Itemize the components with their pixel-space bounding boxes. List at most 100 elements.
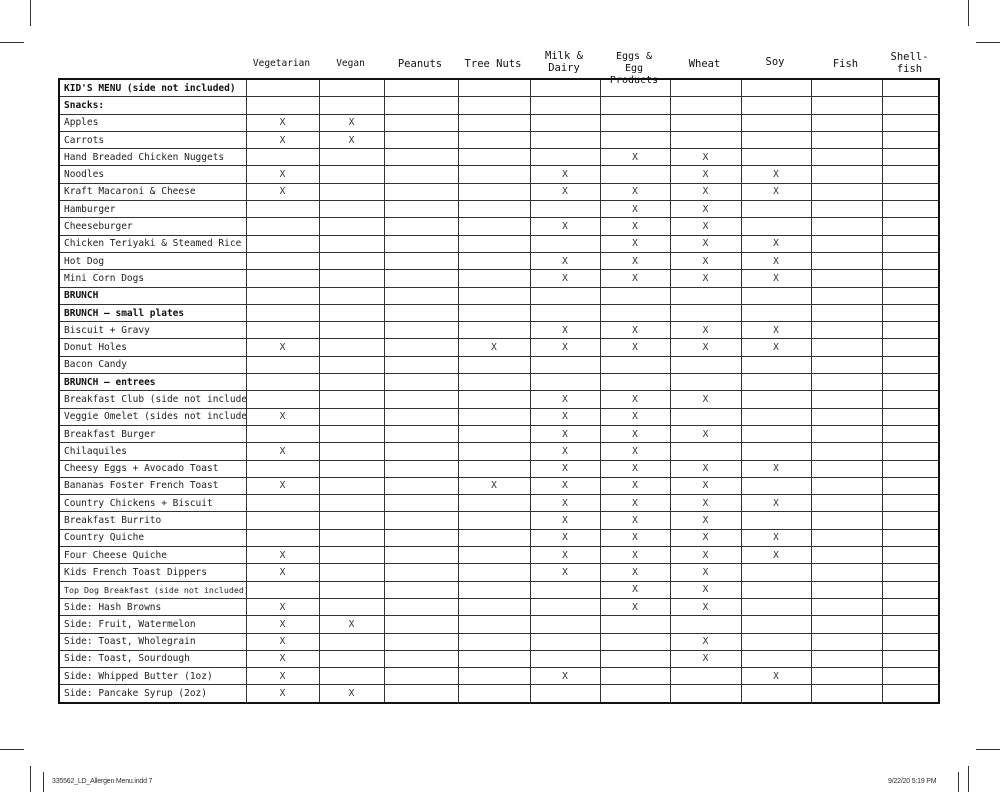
table-row: Side: Hash Browns X X X — [58, 597, 940, 617]
allergen-mark-cell — [529, 580, 601, 599]
allergen-mark-cell — [810, 563, 883, 582]
allergen-mark-cell: X — [740, 251, 812, 271]
table-row: Chilaquiles X X X — [58, 442, 940, 461]
menu-item-name: Biscuit + Gravy — [58, 321, 247, 340]
allergen-mark-cell — [245, 390, 320, 409]
allergen-mark-cell: X — [669, 390, 742, 409]
allergen-mark-cell: X — [599, 494, 671, 513]
allergen-mark-cell — [810, 494, 883, 513]
allergen-mark-cell — [881, 390, 940, 409]
allergen-mark-cell — [881, 667, 940, 686]
allergen-mark-cell — [669, 303, 742, 323]
crop-mark — [968, 766, 969, 792]
allergen-mark-cell — [810, 615, 883, 634]
allergen-mark-cell — [669, 355, 742, 375]
allergen-mark-cell — [383, 667, 459, 686]
allergen-mark-cell — [810, 528, 883, 548]
allergen-mark-cell — [881, 96, 940, 115]
allergen-mark-cell — [881, 528, 940, 548]
allergen-mark-cell — [810, 597, 883, 617]
menu-item-name: Top Dog Breakfast (side not included) — [58, 580, 247, 599]
allergen-mark-cell — [810, 580, 883, 599]
allergen-mark-cell — [740, 684, 812, 704]
allergen-mark-cell — [457, 511, 531, 530]
allergen-mark-cell — [881, 494, 940, 513]
allergen-mark-cell — [881, 373, 940, 392]
allergen-mark-cell — [881, 563, 940, 582]
allergen-mark-cell — [881, 597, 940, 617]
allergen-mark-cell — [383, 407, 459, 426]
allergen-mark-cell: X — [318, 684, 385, 704]
allergen-mark-cell — [881, 269, 940, 288]
allergen-mark-cell: X — [529, 476, 601, 496]
allergen-mark-cell — [383, 234, 459, 253]
allergen-mark-cell: X — [599, 424, 671, 444]
allergen-mark-cell — [529, 113, 601, 132]
allergen-mark-cell: X — [599, 407, 671, 426]
column-header: Vegetarian — [252, 58, 311, 69]
allergen-mark-cell: X — [529, 390, 601, 409]
allergen-mark-cell — [318, 200, 385, 219]
allergen-mark-cell: X — [740, 182, 812, 202]
table-row: Biscuit + Gravy X X X X — [58, 321, 940, 340]
allergen-mark-cell — [318, 338, 385, 357]
allergen-mark-cell — [245, 511, 320, 530]
allergen-mark-cell — [740, 355, 812, 375]
allergen-mark-cell: X — [669, 165, 742, 184]
allergen-mark-cell: X — [669, 424, 742, 444]
allergen-mark-cell: X — [669, 511, 742, 530]
allergen-mark-cell — [599, 130, 671, 150]
allergen-mark-cell — [457, 615, 531, 634]
table-row: Noodles X X X X — [58, 165, 940, 184]
allergen-mark-cell: X — [669, 234, 742, 253]
allergen-mark-cell — [599, 286, 671, 305]
allergen-mark-cell — [810, 303, 883, 323]
allergen-mark-cell: X — [740, 165, 812, 184]
allergen-mark-cell: X — [669, 182, 742, 202]
table-row: Apples X X — [58, 113, 940, 132]
menu-item-name: Kraft Macaroni & Cheese — [58, 182, 247, 202]
allergen-mark-cell: X — [529, 494, 601, 513]
menu-item-name: Kids French Toast Dippers — [58, 563, 247, 582]
allergen-mark-cell: X — [669, 148, 742, 167]
menu-item-name: Chilaquiles — [58, 442, 247, 461]
allergen-mark-cell: X — [529, 667, 601, 686]
allergen-mark-cell — [740, 200, 812, 219]
allergen-mark-cell — [810, 338, 883, 357]
allergen-mark-cell — [245, 355, 320, 375]
allergen-mark-cell — [740, 424, 812, 444]
footer-timestamp: 9/22/20 5:19 PM — [888, 778, 937, 785]
table-row: Side: Whipped Butter (1oz) X X X — [58, 667, 940, 686]
allergen-mark-cell — [318, 649, 385, 669]
allergen-mark-cell — [740, 632, 812, 651]
section-header-row: BRUNCH – entrees — [58, 373, 940, 392]
menu-item-name: Mini Corn Dogs — [58, 269, 247, 288]
footer-filename: 335562_LD_Allergen Menu.indd 7 — [52, 778, 153, 785]
allergen-mark-cell — [457, 165, 531, 184]
allergen-mark-cell: X — [669, 269, 742, 288]
allergen-mark-cell — [318, 563, 385, 582]
allergen-mark-cell — [810, 373, 883, 392]
allergen-mark-cell: X — [599, 580, 671, 599]
allergen-mark-cell — [457, 528, 531, 548]
allergen-mark-cell — [245, 217, 320, 236]
allergen-mark-cell — [529, 200, 601, 219]
table-row: Hot Dog X X X X — [58, 251, 940, 271]
allergen-mark-cell — [457, 286, 531, 305]
allergen-mark-cell — [881, 424, 940, 444]
allergen-mark-cell: X — [529, 563, 601, 582]
allergen-mark-cell — [318, 165, 385, 184]
allergen-mark-cell: X — [245, 546, 320, 565]
allergen-mark-cell — [881, 217, 940, 236]
allergen-mark-cell — [669, 113, 742, 132]
allergen-mark-cell: X — [740, 528, 812, 548]
allergen-mark-cell — [810, 217, 883, 236]
allergen-mark-cell — [457, 234, 531, 253]
allergen-mark-cell — [318, 182, 385, 202]
allergen-mark-cell — [810, 269, 883, 288]
allergen-mark-cell — [457, 442, 531, 461]
allergen-mark-cell — [245, 528, 320, 548]
table-row: Side: Toast, Sourdough X X — [58, 649, 940, 669]
allergen-mark-cell — [457, 321, 531, 340]
allergen-mark-cell — [457, 200, 531, 219]
